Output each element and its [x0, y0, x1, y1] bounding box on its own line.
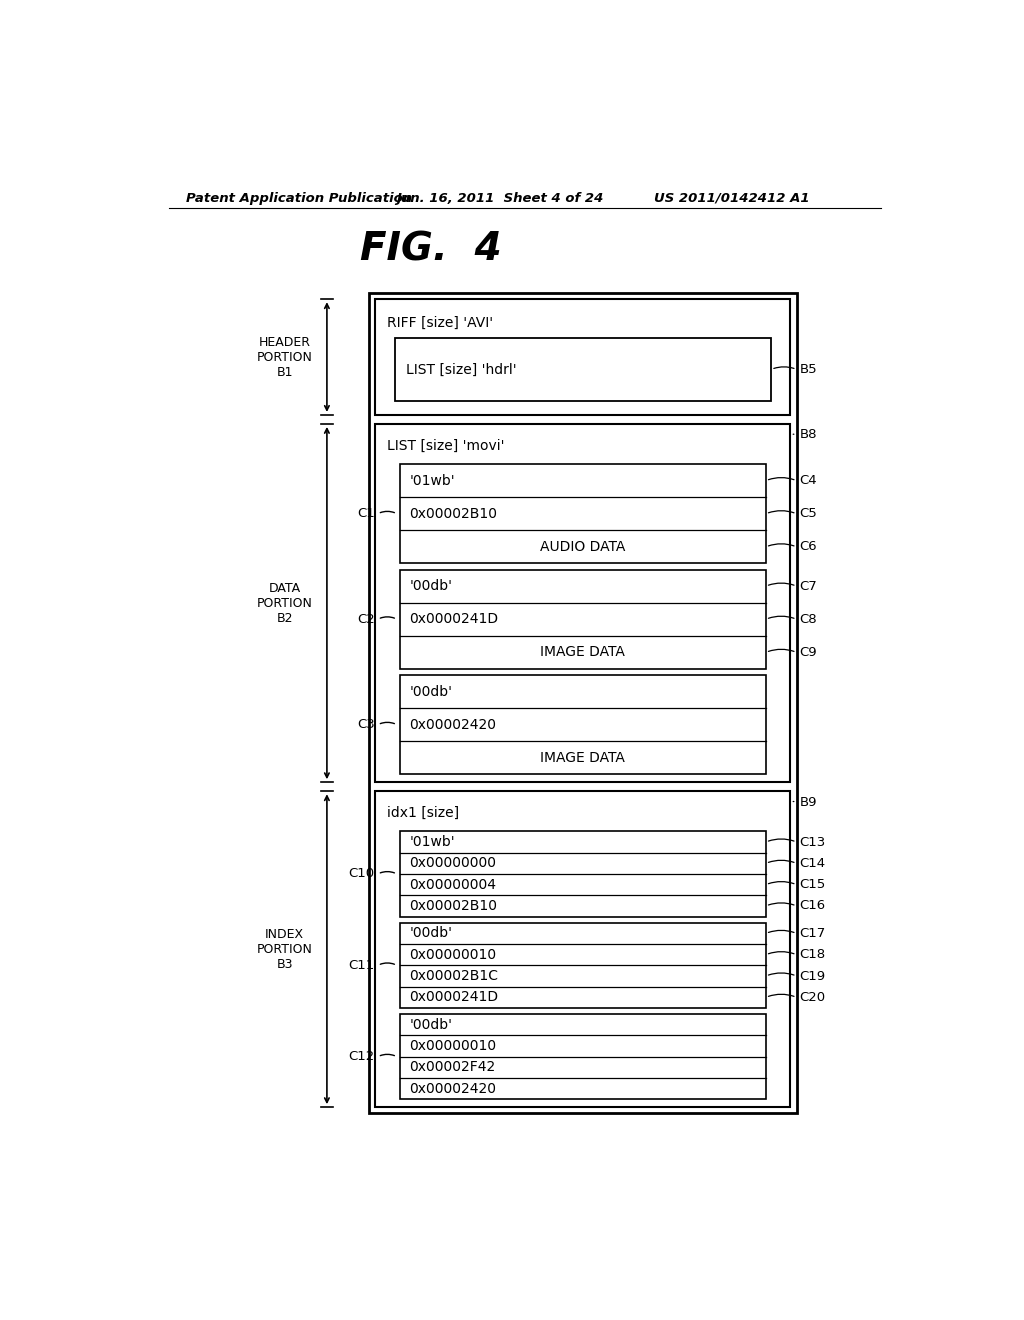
Text: C5: C5 [800, 507, 817, 520]
Text: 0x00002420: 0x00002420 [410, 1081, 497, 1096]
Text: B8: B8 [800, 428, 817, 441]
Text: US 2011/0142412 A1: US 2011/0142412 A1 [654, 191, 810, 205]
Bar [400, 570, 766, 669]
Text: 0x00002F42: 0x00002F42 [410, 1060, 496, 1074]
Text: C12: C12 [348, 1051, 375, 1063]
Bar [376, 424, 791, 781]
Text: 0x00002B1C: 0x00002B1C [410, 969, 499, 983]
Text: 0x0000241D: 0x0000241D [410, 612, 499, 626]
Bar [370, 293, 797, 1113]
Bar [376, 792, 791, 1107]
Text: C15: C15 [800, 878, 826, 891]
Text: idx1 [size]: idx1 [size] [387, 807, 459, 820]
Bar [376, 300, 791, 414]
Text: FIG.  4: FIG. 4 [360, 230, 502, 268]
Text: INDEX
PORTION
B3: INDEX PORTION B3 [257, 928, 312, 970]
Text: '01wb': '01wb' [410, 474, 455, 487]
Text: 0x00002420: 0x00002420 [410, 718, 497, 731]
Text: C14: C14 [800, 857, 825, 870]
Bar [400, 465, 766, 564]
Text: C1: C1 [357, 507, 375, 520]
Text: C6: C6 [800, 540, 817, 553]
Text: B5: B5 [800, 363, 817, 376]
Text: C19: C19 [800, 969, 825, 982]
Text: C2: C2 [357, 612, 375, 626]
Text: '00db': '00db' [410, 685, 453, 698]
Text: HEADER
PORTION
B1: HEADER PORTION B1 [257, 335, 312, 379]
Bar [400, 675, 766, 775]
Bar [394, 338, 771, 401]
Text: 0x00002B10: 0x00002B10 [410, 899, 498, 913]
Text: C10: C10 [348, 867, 375, 880]
Text: 0x00000010: 0x00000010 [410, 1039, 497, 1053]
Text: LIST [size] 'hdrl': LIST [size] 'hdrl' [407, 363, 517, 376]
Text: IMAGE DATA: IMAGE DATA [541, 645, 626, 660]
Bar [400, 1014, 766, 1100]
Bar [400, 832, 766, 916]
Text: '01wb': '01wb' [410, 836, 455, 849]
Bar [400, 923, 766, 1008]
Text: C13: C13 [800, 836, 826, 849]
Text: AUDIO DATA: AUDIO DATA [541, 540, 626, 554]
Text: 0x00000010: 0x00000010 [410, 948, 497, 962]
Text: '00db': '00db' [410, 579, 453, 593]
Text: C9: C9 [800, 645, 817, 659]
Text: C11: C11 [348, 958, 375, 972]
Text: Patent Application Publication: Patent Application Publication [186, 191, 412, 205]
Text: C3: C3 [357, 718, 375, 731]
Text: C8: C8 [800, 612, 817, 626]
Text: C17: C17 [800, 927, 826, 940]
Text: LIST [size] 'movi': LIST [size] 'movi' [387, 438, 505, 453]
Text: DATA
PORTION
B2: DATA PORTION B2 [257, 582, 312, 624]
Text: '00db': '00db' [410, 927, 453, 940]
Text: 0x0000241D: 0x0000241D [410, 990, 499, 1005]
Text: 0x00000000: 0x00000000 [410, 857, 497, 870]
Text: IMAGE DATA: IMAGE DATA [541, 751, 626, 764]
Text: C16: C16 [800, 899, 825, 912]
Text: 0x00000004: 0x00000004 [410, 878, 497, 891]
Text: C7: C7 [800, 579, 817, 593]
Text: C4: C4 [800, 474, 817, 487]
Text: '00db': '00db' [410, 1018, 453, 1032]
Text: RIFF [size] 'AVI': RIFF [size] 'AVI' [387, 315, 494, 330]
Text: B9: B9 [800, 796, 817, 809]
Text: C18: C18 [800, 948, 825, 961]
Text: Jun. 16, 2011  Sheet 4 of 24: Jun. 16, 2011 Sheet 4 of 24 [396, 191, 603, 205]
Text: 0x00002B10: 0x00002B10 [410, 507, 498, 521]
Text: C20: C20 [800, 991, 825, 1003]
